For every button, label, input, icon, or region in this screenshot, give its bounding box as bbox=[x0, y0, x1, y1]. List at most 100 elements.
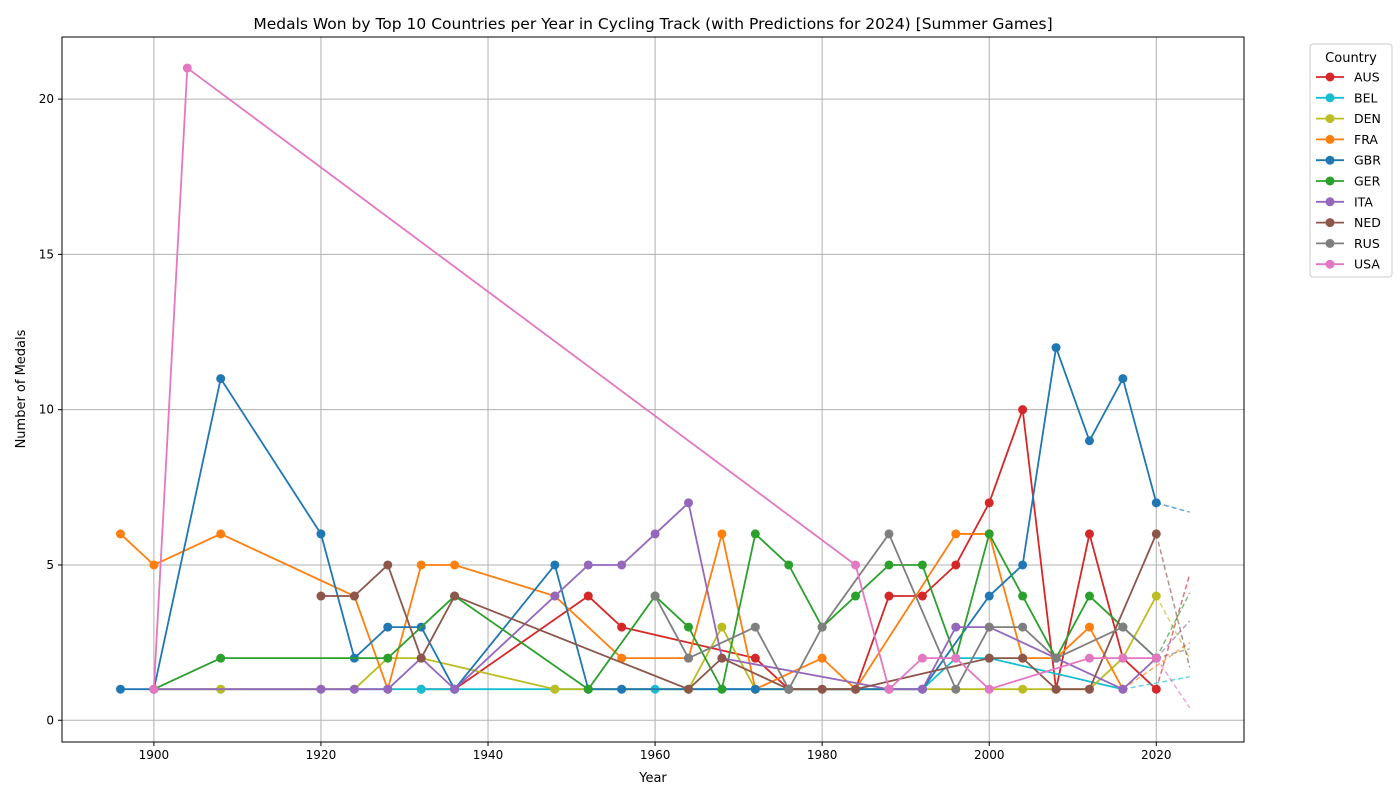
data-point-fra bbox=[149, 560, 159, 570]
data-point-gbr bbox=[316, 529, 326, 539]
y-tick-label: 5 bbox=[46, 558, 54, 572]
series-line-aus bbox=[421, 409, 1157, 691]
data-point-fra bbox=[617, 653, 627, 663]
data-point-aus bbox=[951, 560, 961, 570]
series-line-fra bbox=[119, 532, 1124, 693]
data-point-aus bbox=[1084, 529, 1094, 539]
data-point-usa bbox=[1151, 653, 1161, 663]
data-point-gbr bbox=[1084, 436, 1094, 446]
data-point-ned bbox=[684, 684, 694, 694]
data-point-gbr bbox=[550, 560, 560, 570]
data-point-den bbox=[550, 684, 560, 694]
legend-label: RUS bbox=[1354, 236, 1380, 251]
data-point-rus bbox=[684, 653, 694, 663]
data-point-ger bbox=[784, 560, 794, 570]
chart-title: Medals Won by Top 10 Countries per Year … bbox=[253, 15, 1052, 33]
series-fra bbox=[115, 529, 1191, 694]
data-point-ita bbox=[583, 560, 593, 570]
plot-frame bbox=[61, 36, 1245, 743]
data-point-ned bbox=[416, 653, 426, 663]
data-point-gbr bbox=[383, 622, 393, 632]
data-point-usa bbox=[149, 684, 159, 694]
legend-label: GBR bbox=[1354, 153, 1381, 168]
data-point-usa bbox=[182, 63, 192, 73]
data-point-den bbox=[717, 622, 727, 632]
data-point-ger bbox=[884, 560, 894, 570]
series-layer bbox=[115, 63, 1191, 709]
legend-label: NED bbox=[1354, 215, 1381, 230]
legend-swatch-marker bbox=[1325, 259, 1335, 269]
x-tick-label: 1980 bbox=[807, 748, 838, 762]
data-point-ger bbox=[717, 684, 727, 694]
data-point-den bbox=[1018, 684, 1028, 694]
data-point-fra bbox=[115, 529, 125, 539]
data-point-fra bbox=[216, 529, 226, 539]
data-point-ger bbox=[583, 684, 593, 694]
series-usa bbox=[149, 63, 1191, 709]
x-tick-label: 1960 bbox=[640, 748, 671, 762]
prediction-line-gbr bbox=[1156, 502, 1190, 513]
data-point-usa bbox=[884, 684, 894, 694]
data-point-ger bbox=[216, 653, 226, 663]
prediction-line-bel bbox=[1122, 676, 1190, 690]
x-tick-label: 1920 bbox=[306, 748, 337, 762]
data-point-ger bbox=[1018, 591, 1028, 601]
legend-swatch-marker bbox=[1325, 114, 1335, 124]
x-tick-label: 1940 bbox=[473, 748, 504, 762]
series-line-gbr bbox=[120, 347, 1158, 691]
x-tick-label: 2000 bbox=[974, 748, 1005, 762]
legend-swatch-marker bbox=[1325, 176, 1335, 186]
legend-item-aus: AUS bbox=[1316, 70, 1380, 85]
legend-item-gbr: GBR bbox=[1316, 153, 1381, 168]
data-point-ned bbox=[450, 591, 460, 601]
data-point-aus bbox=[1018, 405, 1028, 415]
data-point-ned bbox=[717, 653, 727, 663]
data-point-ger bbox=[383, 653, 393, 663]
data-point-ita bbox=[617, 560, 627, 570]
prediction-line-rus bbox=[1156, 648, 1190, 659]
prediction-line-ita bbox=[1155, 620, 1191, 659]
data-point-ita bbox=[349, 684, 359, 694]
data-point-aus bbox=[984, 498, 994, 508]
data-point-rus bbox=[784, 684, 794, 694]
data-point-ned bbox=[851, 684, 861, 694]
data-point-ita bbox=[550, 591, 560, 601]
data-point-ita bbox=[684, 498, 694, 508]
data-point-gbr bbox=[750, 684, 760, 694]
data-point-ger bbox=[917, 560, 927, 570]
data-point-ned bbox=[1018, 653, 1028, 663]
legend-item-rus: RUS bbox=[1316, 236, 1380, 251]
data-point-usa bbox=[984, 684, 994, 694]
series-den bbox=[149, 591, 1191, 694]
legend-label: USA bbox=[1354, 257, 1380, 272]
legend-swatch-marker bbox=[1325, 134, 1335, 144]
legend-label: ITA bbox=[1354, 194, 1373, 209]
data-point-gbr bbox=[1051, 343, 1061, 353]
data-point-gbr bbox=[1018, 560, 1028, 570]
data-point-rus bbox=[750, 622, 760, 632]
series-line-bel bbox=[153, 657, 1124, 691]
tick-layer: 1900 1920 1940 1960 1980 2000 2020 0 5 10 15 20 bbox=[39, 92, 1172, 762]
data-point-fra bbox=[817, 653, 827, 663]
prediction-line-ned bbox=[1155, 533, 1191, 668]
data-point-bel bbox=[416, 684, 426, 694]
legend-item-ned: NED bbox=[1316, 215, 1381, 230]
data-point-ger bbox=[1084, 591, 1094, 601]
data-point-aus bbox=[583, 591, 593, 601]
data-point-usa bbox=[1084, 653, 1094, 663]
legend-label: GER bbox=[1354, 174, 1381, 189]
data-point-usa bbox=[951, 653, 961, 663]
data-point-gbr bbox=[1118, 374, 1128, 384]
legend-item-ger: GER bbox=[1316, 174, 1381, 189]
data-point-rus bbox=[1018, 622, 1028, 632]
data-point-ned bbox=[817, 684, 827, 694]
legend-swatch-marker bbox=[1325, 93, 1335, 103]
data-point-aus bbox=[750, 653, 760, 663]
data-point-ned bbox=[984, 653, 994, 663]
data-point-ita bbox=[1118, 684, 1128, 694]
data-point-rus bbox=[817, 622, 827, 632]
data-point-ger bbox=[684, 622, 694, 632]
legend-item-fra: FRA bbox=[1316, 132, 1378, 147]
data-point-fra bbox=[717, 529, 727, 539]
